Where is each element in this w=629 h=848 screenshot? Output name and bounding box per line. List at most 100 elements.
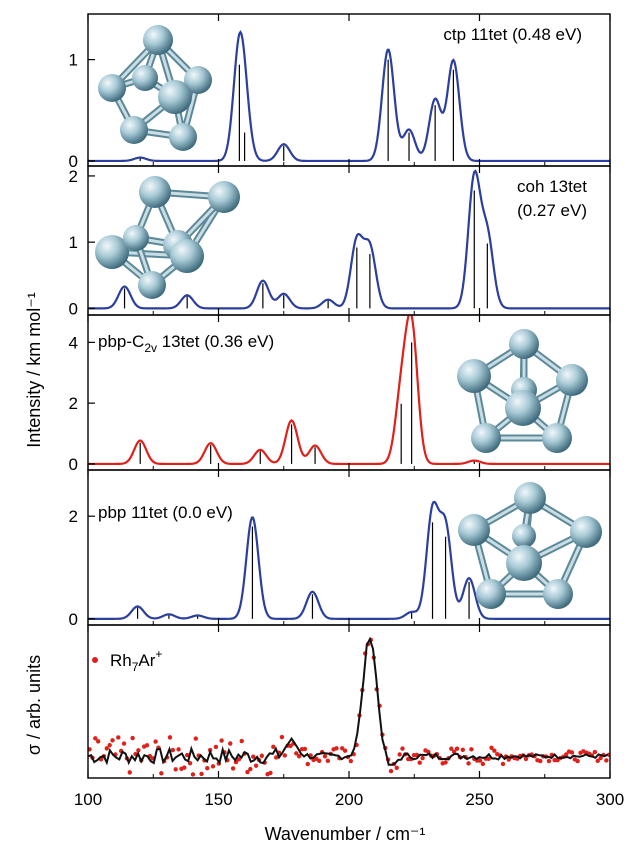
experiment-point bbox=[228, 741, 233, 746]
y-tick-label: 2 bbox=[69, 394, 78, 413]
x-tick-label: 250 bbox=[465, 790, 493, 809]
experiment-point bbox=[88, 747, 92, 752]
experiment-point bbox=[449, 746, 454, 751]
experiment-point bbox=[451, 749, 457, 754]
y-tick-label: 2 bbox=[69, 167, 78, 186]
experiment-point bbox=[282, 753, 287, 758]
panel-label-2b: (0.27 eV) bbox=[517, 201, 587, 220]
shared-y-axis-label: Intensity / km mol⁻¹ bbox=[24, 292, 44, 448]
experiment-point bbox=[136, 748, 141, 753]
axes-text: Intensity / km mol⁻¹ σ / arb. units Wave… bbox=[24, 292, 425, 844]
experiment-point bbox=[253, 763, 259, 768]
experiment-point bbox=[595, 758, 600, 764]
experiment-point bbox=[127, 770, 132, 775]
panel-label-2a: coh 13tet bbox=[517, 177, 587, 196]
cluster-coh bbox=[95, 176, 240, 299]
y-tick-label: 1 bbox=[69, 233, 78, 252]
experiment-point bbox=[294, 751, 299, 756]
cluster-pbp-c2v bbox=[457, 329, 588, 453]
experiment-point bbox=[492, 748, 497, 753]
experiment-point bbox=[248, 766, 253, 772]
experiment-point bbox=[489, 745, 494, 750]
experiment-point bbox=[199, 771, 204, 777]
experiment-point bbox=[279, 734, 285, 740]
experiment-point bbox=[305, 761, 310, 767]
panel-2: 0 1 2 coh 13tet (0.27 eV) bbox=[69, 165, 611, 318]
experiment-point bbox=[205, 766, 210, 771]
experiment-point bbox=[500, 761, 506, 767]
experiment-point bbox=[167, 735, 173, 740]
experiment-point bbox=[213, 744, 219, 750]
experiment-point bbox=[144, 743, 150, 748]
experiment-point bbox=[592, 749, 598, 755]
experiment-point bbox=[210, 764, 216, 769]
experiment-point bbox=[110, 738, 115, 743]
experiment-point bbox=[236, 757, 242, 762]
cluster-pbp bbox=[458, 482, 602, 609]
experiment-point bbox=[302, 746, 308, 752]
panel-label-3: pbp-C2v 13tet (0.36 eV) bbox=[98, 332, 274, 355]
experiment-point bbox=[397, 752, 402, 757]
experiment-point bbox=[170, 747, 176, 753]
experiment-point bbox=[173, 767, 178, 772]
experiment-point bbox=[394, 765, 399, 771]
x-tick-label: 150 bbox=[204, 790, 232, 809]
y-tick-label: 1 bbox=[69, 51, 78, 70]
experiment-point bbox=[317, 758, 322, 764]
experiment-point bbox=[388, 768, 394, 774]
x-axis-label: Wavenumber / cm⁻¹ bbox=[265, 824, 426, 844]
panel-label-5: Rh7Ar+ bbox=[110, 647, 162, 674]
experiment-point bbox=[604, 758, 609, 763]
experiment-point bbox=[230, 766, 236, 771]
experiment-point bbox=[400, 746, 405, 751]
panel-2-plot-area bbox=[88, 169, 610, 310]
panel-label-4: pbp 11tet (0.0 eV) bbox=[98, 503, 233, 522]
experiment-point bbox=[325, 758, 331, 764]
experiment-point bbox=[239, 738, 244, 744]
y-tick-label: 4 bbox=[69, 333, 78, 352]
experiment-point bbox=[271, 744, 276, 750]
experiment-point bbox=[486, 756, 491, 762]
experiment-point bbox=[259, 753, 265, 758]
experiment-point bbox=[130, 735, 135, 741]
experiment-point bbox=[273, 755, 279, 760]
experiment-point bbox=[190, 772, 196, 777]
experiment-point bbox=[538, 758, 543, 764]
experiment-point bbox=[268, 770, 273, 776]
experiment-point bbox=[460, 747, 465, 752]
experiment-point bbox=[466, 761, 471, 766]
experiment-point bbox=[322, 754, 328, 759]
experiment-point bbox=[296, 754, 302, 759]
panel-label-1: ctp 11tet (0.48 eV) bbox=[443, 25, 582, 44]
experiment-point bbox=[116, 735, 121, 740]
experiment-point bbox=[420, 755, 425, 761]
experiment-point bbox=[523, 756, 529, 762]
y-tick-label: 0 bbox=[69, 299, 78, 318]
experiment-curve bbox=[88, 636, 609, 766]
panel-5: Rh7Ar+ bbox=[87, 624, 611, 779]
experiment-point bbox=[182, 765, 187, 770]
cluster-images bbox=[95, 25, 602, 609]
experiment-point bbox=[477, 758, 483, 763]
experiment-point bbox=[159, 771, 164, 776]
experiment-point bbox=[348, 758, 354, 764]
experiment-point bbox=[454, 746, 460, 751]
experiment-point bbox=[598, 755, 603, 761]
experiment-point bbox=[569, 750, 575, 755]
y-tick-label: 0 bbox=[69, 610, 78, 629]
experiment-point bbox=[104, 746, 109, 751]
experiment-point bbox=[193, 736, 198, 741]
experiment-point bbox=[176, 747, 181, 752]
x-tick-label: 200 bbox=[335, 790, 363, 809]
experiment-point bbox=[417, 760, 422, 765]
experiment-point bbox=[443, 760, 448, 765]
experiment-point bbox=[288, 743, 293, 749]
experiment-point bbox=[153, 739, 158, 744]
panel-3: 0 2 4 pbp-C2v 13tet (0.36 eV) bbox=[69, 314, 611, 474]
cluster-ctp bbox=[98, 25, 212, 151]
spectrum-curve-2 bbox=[88, 169, 610, 310]
x-tick-label: 300 bbox=[596, 790, 624, 809]
experiment-point bbox=[219, 738, 224, 743]
legend-marker bbox=[92, 657, 98, 663]
